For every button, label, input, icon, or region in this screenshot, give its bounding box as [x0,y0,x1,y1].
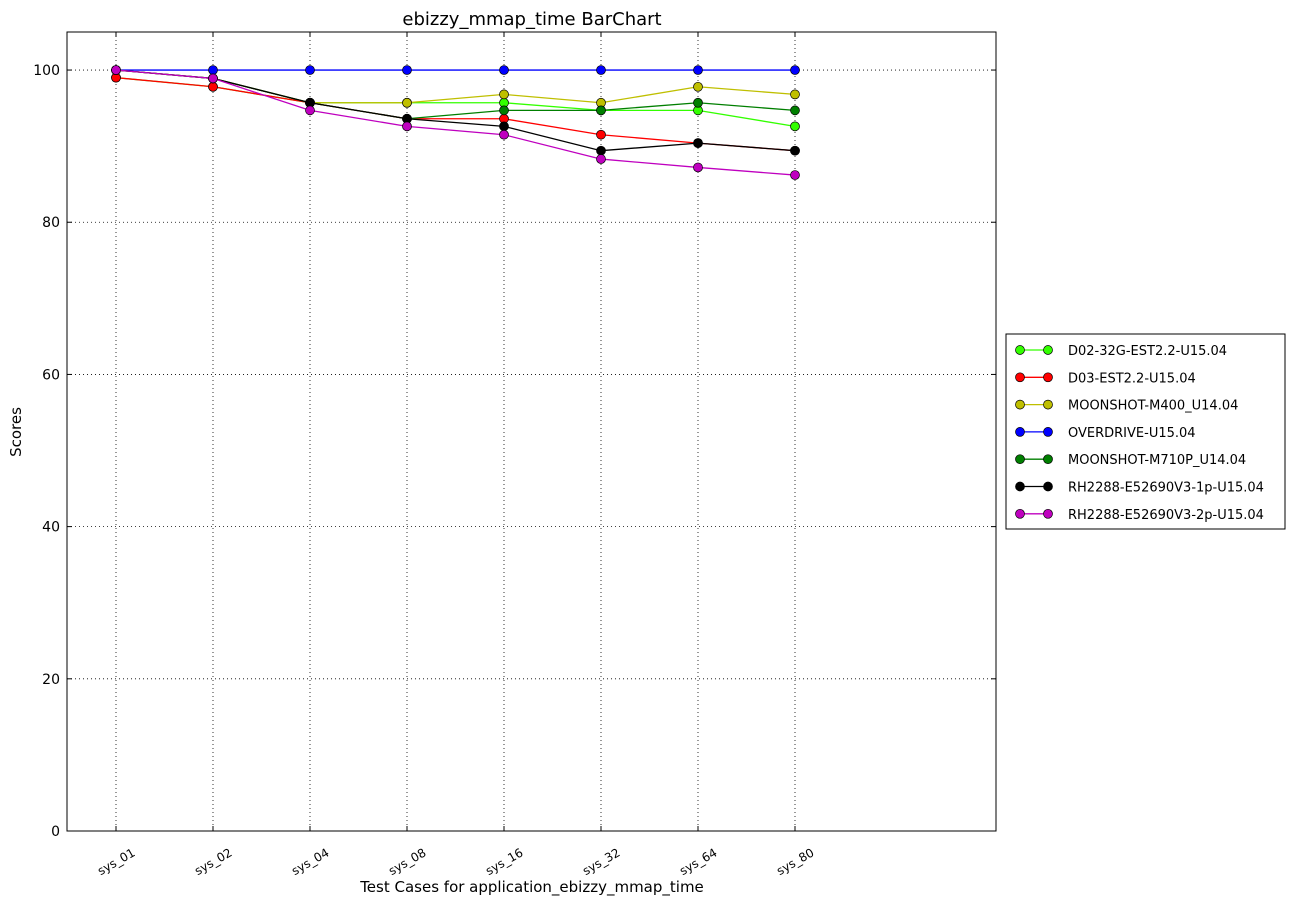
legend-label: RH2288-E52690V3-1p-U15.04 [1068,481,1264,496]
data-point [693,81,703,92]
legend-marker [1043,454,1053,465]
data-point [596,65,606,75]
data-point [499,65,509,75]
data-point [499,89,509,100]
data-point [790,145,800,156]
legend-label: MOONSHOT-M400_U14.04 [1068,399,1238,414]
data-point [596,145,606,156]
series-line [115,69,796,152]
legend-marker [1043,481,1053,492]
series-line [115,77,796,152]
legend-marker [1043,399,1053,410]
series-line [115,69,796,120]
legend: D02-32G-EST2.2-U15.04 D03-EST2.2-U15.04 MO… [1005,333,1286,530]
y-axis-title: Scores [7,407,25,457]
legend-item: D03-EST2.2-U15.04 [1015,371,1196,386]
y-tick-label: 40 [42,520,60,536]
data-point [693,138,703,148]
legend-item: D02-32G-EST2.2-U15.04 [1015,344,1227,359]
legend-label: MOONSHOT-M710P_U14.04 [1068,453,1246,468]
series-group [111,65,800,180]
legend-item: MOONSHOT-M400_U14.04 [1015,399,1238,414]
x-tick-label: sys_64 [677,845,719,878]
data-point [596,105,606,116]
x-tick-label: sys_04 [289,845,331,878]
y-tick-label: 100 [33,63,60,79]
legend-item: MOONSHOT-M710P_U14.04 [1015,453,1246,468]
legend-marker [1015,454,1025,465]
data-point [693,97,703,108]
series-line [115,69,796,176]
data-point [499,121,509,132]
legend-marker [1015,372,1025,383]
x-tick-label: sys_16 [483,845,525,878]
grid [67,32,996,831]
data-point [208,73,218,84]
legend-item: RH2288-E52690V3-2p-U15.04 [1015,508,1264,523]
series-line [115,69,796,104]
legend-marker [1043,427,1053,437]
legend-marker [1043,508,1053,519]
legend-marker [1015,508,1025,519]
data-point [402,65,412,75]
legend-marker [1015,481,1025,492]
data-point [596,154,606,164]
data-point [499,105,509,116]
data-point [499,129,509,140]
legend-marker [1015,399,1025,410]
x-axis: sys_01 sys_02 sys_04 sys_08 sys_16 sys_32 sys_… [95,32,817,878]
y-tick-label: 0 [51,824,60,840]
series-6 [111,65,800,180]
x-tick-label: sys_02 [192,845,234,878]
legend-marker [1015,427,1025,437]
legend-label: OVERDRIVE-U15.04 [1068,426,1196,441]
data-point [596,129,606,140]
data-point [208,81,218,92]
data-point [402,121,412,132]
x-tick-label: sys_08 [386,845,428,878]
y-tick-label: 80 [42,215,60,231]
data-point [305,65,315,75]
data-point [111,65,121,75]
legend-marker [1015,345,1025,355]
y-tick-label: 60 [42,367,60,383]
legend-marker [1043,345,1053,355]
data-point [790,89,800,100]
x-tick-label: sys_32 [580,845,622,878]
data-point [790,65,800,75]
data-point [790,170,800,180]
data-point [790,105,800,116]
data-point [305,105,315,116]
legend-label: RH2288-E52690V3-2p-U15.04 [1068,508,1264,523]
y-tick-label: 20 [42,672,60,688]
chart-title: ebizzy_mmap_time BarChart [402,9,661,30]
legend-label: D02-32G-EST2.2-U15.04 [1068,344,1227,359]
plot-frame [66,31,997,832]
data-point [693,65,703,75]
data-point [208,65,218,75]
legend-label: D03-EST2.2-U15.04 [1068,371,1196,386]
series-3 [111,65,800,75]
data-point [402,97,412,108]
legend-item: OVERDRIVE-U15.04 [1015,426,1196,441]
legend-item: RH2288-E52690V3-1p-U15.04 [1015,481,1264,496]
data-point [790,121,800,132]
y-axis: 0 20 40 60 80 100 [33,63,996,840]
x-tick-label: sys_01 [95,845,137,878]
data-point [693,162,703,173]
legend-marker [1043,372,1053,383]
x-tick-label: sys_80 [774,845,816,878]
x-axis-title: Test Cases for application_ebizzy_mmap_t… [359,878,704,897]
